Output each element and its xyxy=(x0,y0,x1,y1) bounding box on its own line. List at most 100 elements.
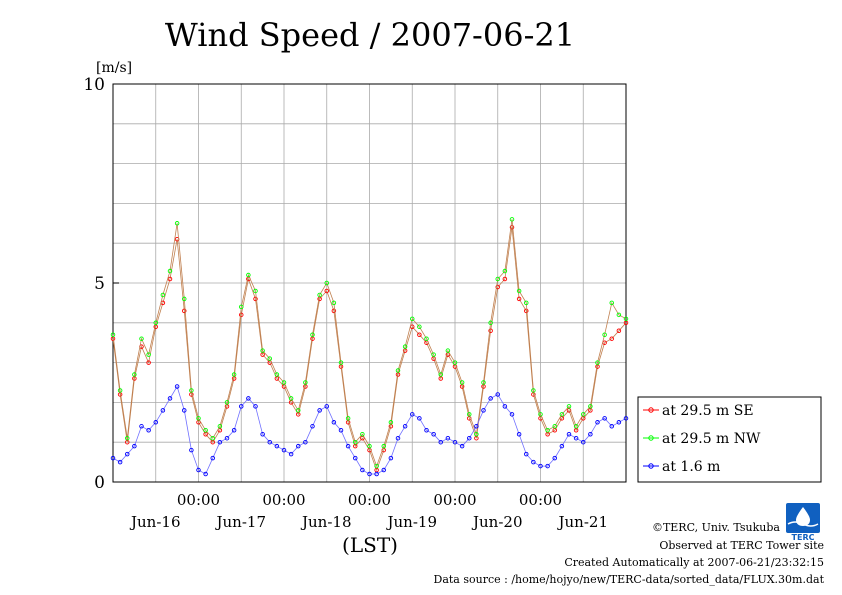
x-tick-label: 00:00 xyxy=(262,491,305,509)
x-tick-label: 00:00 xyxy=(177,491,220,509)
x-day-label: Jun-19 xyxy=(386,513,438,531)
data-point xyxy=(167,268,173,274)
data-point xyxy=(538,412,543,417)
data-point xyxy=(524,308,529,314)
footer-copyright: ©TERC, Univ. Tsukuba xyxy=(652,521,780,534)
data-point xyxy=(246,272,251,278)
axes: 0 5 10 00:00 00:00 00:00 00:00 00:00 Jun-16 Jun-1… xyxy=(83,75,608,531)
data-point xyxy=(338,428,344,433)
data-point xyxy=(132,372,137,377)
data-point xyxy=(431,352,436,357)
data-point xyxy=(274,443,280,449)
data-point xyxy=(417,416,422,421)
legend-label-16m: at 1.6 m xyxy=(662,459,720,475)
data-point xyxy=(181,408,187,413)
data-point xyxy=(609,336,615,341)
data-point xyxy=(402,344,408,349)
data-point xyxy=(288,396,294,401)
data-point xyxy=(153,420,158,425)
data-point xyxy=(231,372,237,377)
data-point xyxy=(459,443,465,449)
data-point xyxy=(181,308,187,314)
x-day-label: Jun-17 xyxy=(215,513,267,531)
data-point xyxy=(124,435,130,441)
data-point xyxy=(317,408,322,413)
data-point xyxy=(238,312,244,318)
terc-logo: TERC xyxy=(786,503,820,542)
legend-marker-16m xyxy=(648,463,654,469)
data-point xyxy=(260,431,265,437)
data-point xyxy=(360,431,365,437)
data-point xyxy=(502,276,508,282)
data-point xyxy=(174,221,180,226)
data-point xyxy=(381,443,387,449)
data-point xyxy=(253,288,258,294)
data-point xyxy=(224,400,230,405)
data-point xyxy=(374,471,379,477)
data-point xyxy=(552,455,558,461)
x-day-label: Jun-18 xyxy=(300,513,352,531)
data-point xyxy=(573,435,579,441)
data-point xyxy=(545,463,550,469)
data-point xyxy=(467,435,472,441)
data-point xyxy=(388,420,394,425)
data-point xyxy=(167,396,173,401)
data-point xyxy=(545,428,550,433)
data-point xyxy=(189,388,194,393)
data-point xyxy=(246,396,251,401)
data-point xyxy=(602,416,607,421)
x-axis-label: (LST) xyxy=(342,533,398,557)
data-point xyxy=(353,455,358,461)
data-point xyxy=(203,471,208,477)
data-point xyxy=(181,296,187,302)
data-point xyxy=(481,408,486,413)
legend-label-se: at 29.5 m SE xyxy=(662,403,754,419)
data-point xyxy=(588,404,593,409)
legend-item-se: at 29.5 m SE xyxy=(643,403,754,419)
data-point xyxy=(160,292,166,298)
data-point xyxy=(623,316,629,322)
x-day-label: Jun-16 xyxy=(129,513,181,531)
data-point xyxy=(616,328,622,334)
data-point xyxy=(488,320,493,326)
data-point xyxy=(124,451,130,457)
data-point xyxy=(538,463,543,469)
data-point xyxy=(117,388,123,393)
data-point xyxy=(146,352,151,357)
data-point xyxy=(588,431,593,437)
data-point xyxy=(581,412,586,417)
data-point xyxy=(452,439,458,445)
series-layer xyxy=(110,217,629,477)
y-tick-label: 0 xyxy=(94,473,105,493)
data-point xyxy=(474,431,479,437)
data-point xyxy=(274,372,280,377)
data-point xyxy=(431,431,436,437)
data-point xyxy=(438,439,444,445)
data-point xyxy=(516,431,522,437)
data-point xyxy=(424,336,429,341)
data-point xyxy=(210,455,215,461)
data-point xyxy=(559,412,565,417)
data-point xyxy=(602,332,607,337)
data-point xyxy=(609,424,615,429)
data-point xyxy=(474,424,479,429)
series-line xyxy=(112,385,627,475)
legend-box xyxy=(637,396,822,483)
legend-item-nw: at 29.5 m NW xyxy=(643,431,761,447)
data-point xyxy=(438,372,444,377)
data-point xyxy=(253,296,258,302)
legend: at 29.5 m SE at 29.5 m NW at 1.6 m xyxy=(637,396,822,483)
data-point xyxy=(238,304,244,310)
data-point xyxy=(374,463,379,469)
data-point xyxy=(509,225,515,230)
footer-source: Data source : /home/hojyo/new/TERC-data/… xyxy=(434,573,825,586)
data-point xyxy=(559,443,565,449)
data-point xyxy=(502,268,508,274)
data-point xyxy=(110,455,116,461)
data-point xyxy=(445,348,451,353)
data-point xyxy=(424,428,429,433)
water-drop-icon xyxy=(796,507,810,526)
data-point xyxy=(217,439,223,445)
data-point xyxy=(338,360,344,365)
data-point xyxy=(353,439,358,445)
